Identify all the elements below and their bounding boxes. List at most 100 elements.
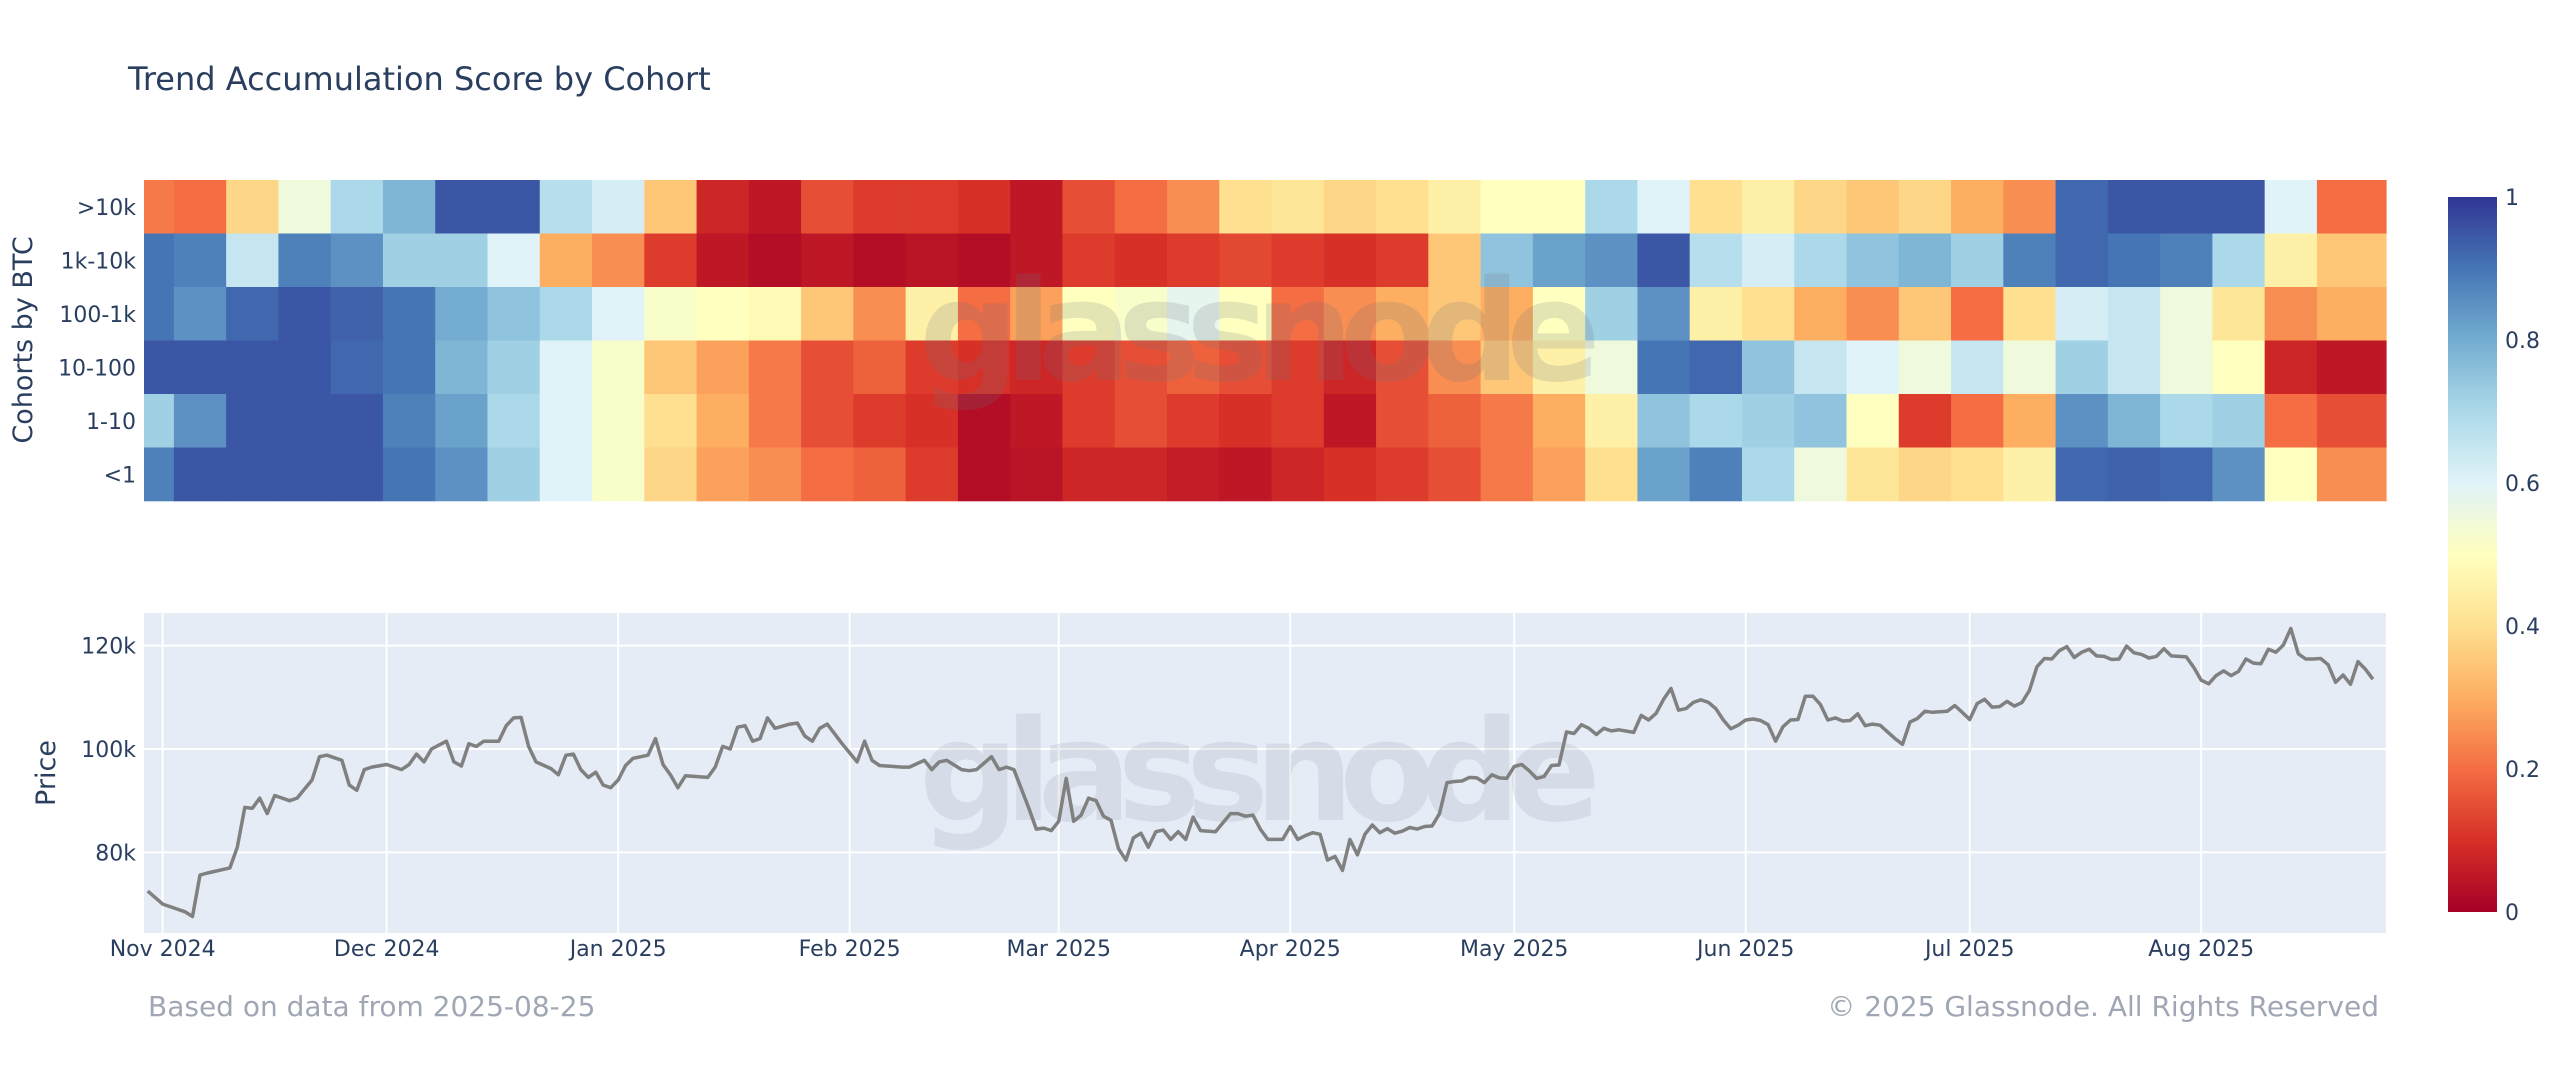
y-tick-label: 120k	[81, 635, 136, 660]
heatmap-row-label: 1-10	[86, 410, 136, 435]
heatmap-cell	[1689, 287, 1743, 341]
heatmap-cell	[435, 287, 489, 341]
heatmap-cell	[748, 233, 802, 288]
heatmap-cell	[1898, 180, 1952, 234]
heatmap-cell	[1637, 340, 1691, 395]
heatmap-y-tick-labels: >10k 1k-10k 100-1k 10-100 1-10 <1	[58, 196, 136, 489]
heatmap-cell	[226, 287, 280, 341]
heatmap-cell	[592, 287, 645, 341]
heatmap-cell	[2055, 447, 2109, 502]
heatmap-cell	[1741, 447, 1795, 502]
heatmap-cell	[1271, 340, 1325, 395]
colorbar-tick-label: 0.8	[2505, 329, 2540, 354]
heatmap-cell	[696, 394, 750, 448]
heatmap-cell	[1480, 394, 1534, 448]
heatmap-cell	[278, 233, 332, 288]
colorbar-tick-label: 0.6	[2505, 472, 2540, 497]
heatmap-row-label: <1	[104, 463, 136, 488]
heatmap-row-label: 100-1k	[59, 303, 136, 328]
heatmap-cell	[144, 287, 175, 341]
heatmap-cell	[592, 180, 645, 234]
heatmap-cell	[382, 233, 436, 288]
heatmap-cell	[1532, 394, 1586, 448]
heatmap-cell	[696, 287, 750, 341]
heatmap-cell	[2107, 233, 2161, 288]
heatmap-cell	[2212, 394, 2266, 448]
heatmap-cell	[2316, 180, 2387, 234]
x-tick-label: Jan 2025	[568, 937, 667, 962]
heatmap-cell	[957, 447, 1011, 502]
heatmap-cell	[853, 447, 907, 502]
heatmap-cell	[278, 394, 332, 448]
heatmap-cell	[226, 447, 280, 502]
heatmap-cell	[487, 394, 541, 448]
heatmap-cell	[644, 340, 698, 395]
heatmap-cell	[696, 340, 750, 395]
heatmap-cell	[1689, 180, 1743, 234]
heatmap-cell	[1323, 233, 1377, 288]
heatmap-cell	[592, 233, 645, 288]
heatmap-cell	[1166, 180, 1220, 234]
heatmap-cell	[957, 394, 1011, 448]
heatmap-cell	[330, 394, 384, 448]
heatmap-cell	[1898, 340, 1952, 395]
price-line	[146, 626, 2375, 919]
heatmap-cell	[382, 287, 436, 341]
heatmap-cell	[748, 180, 802, 234]
heatmap-cell	[1741, 287, 1795, 341]
heatmap-cell	[905, 180, 959, 234]
heatmap-cell	[2160, 340, 2213, 395]
heatmap-cell	[144, 394, 175, 448]
heatmap-cell	[1323, 180, 1377, 234]
heatmap-cell	[801, 447, 854, 502]
heatmap-cell	[957, 287, 1011, 341]
heatmap-cell	[1689, 233, 1743, 288]
heatmap-cell	[1062, 287, 1116, 341]
heatmap-cell	[2003, 180, 2057, 234]
heatmap-cell	[278, 340, 332, 395]
heatmap-cell	[1271, 394, 1325, 448]
colorbar-tick-label: 0.2	[2505, 758, 2540, 783]
heatmap-cell	[539, 340, 593, 395]
heatmap-cell	[1219, 233, 1273, 288]
heatmap-cell	[1689, 394, 1743, 448]
heatmap-cell	[957, 233, 1011, 288]
heatmap-row-label: 10-100	[58, 356, 136, 381]
heatmap-cell	[278, 447, 332, 502]
heatmap-cell	[853, 180, 907, 234]
heatmap-cell	[1637, 233, 1691, 288]
heatmap-cell	[173, 340, 227, 395]
heatmap-cell	[1376, 180, 1429, 234]
heatmap-cell	[2055, 340, 2109, 395]
heatmap-cell	[1585, 233, 1639, 288]
heatmap-cell	[2107, 180, 2161, 234]
heatmap-cell	[2107, 340, 2161, 395]
heatmap-cell	[1376, 447, 1429, 502]
heatmap-cell	[173, 287, 227, 341]
heatmap-cell	[539, 447, 593, 502]
heatmap-cell	[1689, 447, 1743, 502]
heatmap-cell	[1166, 233, 1220, 288]
heatmap-cell	[1846, 287, 1900, 341]
heatmap-cell	[1951, 287, 2004, 341]
x-tick-label: Mar 2025	[1006, 937, 1111, 962]
heatmap-cell	[1428, 233, 1482, 288]
price-y-axis-title: Price	[31, 740, 62, 806]
heatmap-cell	[1323, 340, 1377, 395]
heatmap-cell	[1741, 180, 1795, 234]
heatmap-cell	[144, 340, 175, 395]
heatmap-cell	[2055, 233, 2109, 288]
colorbar-tick-label: 0	[2505, 901, 2519, 926]
heatmap-cell	[487, 287, 541, 341]
heatmap-cell	[2212, 340, 2266, 395]
heatmap-cell	[1271, 233, 1325, 288]
heatmap-cell	[1794, 287, 1848, 341]
heatmap-cell	[435, 340, 489, 395]
heatmap-cell	[1062, 447, 1116, 502]
heatmap-cell	[1428, 447, 1482, 502]
heatmap-cell	[2264, 340, 2318, 395]
heatmap-cell	[1585, 180, 1639, 234]
heatmap-cell	[2055, 180, 2109, 234]
heatmap-cell	[1794, 394, 1848, 448]
heatmap-cell	[1532, 180, 1586, 234]
